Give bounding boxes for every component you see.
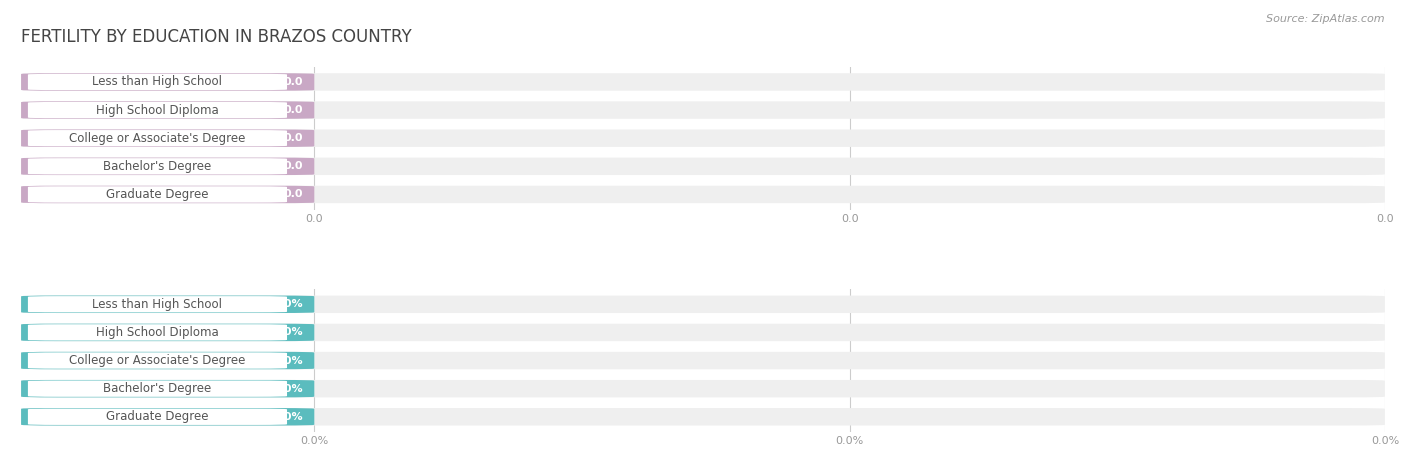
Text: High School Diploma: High School Diploma — [96, 326, 219, 339]
FancyBboxPatch shape — [21, 186, 1385, 203]
FancyBboxPatch shape — [21, 352, 315, 369]
FancyBboxPatch shape — [28, 102, 287, 118]
Text: Graduate Degree: Graduate Degree — [107, 188, 208, 201]
Text: High School Diploma: High School Diploma — [96, 104, 219, 116]
FancyBboxPatch shape — [21, 323, 1385, 341]
Text: Less than High School: Less than High School — [93, 76, 222, 88]
FancyBboxPatch shape — [21, 295, 315, 313]
Text: 0.0: 0.0 — [284, 77, 304, 87]
FancyBboxPatch shape — [28, 158, 287, 174]
FancyBboxPatch shape — [28, 296, 287, 313]
Text: 0.0: 0.0 — [284, 190, 304, 200]
Text: FERTILITY BY EDUCATION IN BRAZOS COUNTRY: FERTILITY BY EDUCATION IN BRAZOS COUNTRY — [21, 28, 412, 47]
Text: Bachelor's Degree: Bachelor's Degree — [104, 160, 211, 173]
FancyBboxPatch shape — [21, 130, 1385, 147]
FancyBboxPatch shape — [21, 408, 1385, 426]
FancyBboxPatch shape — [21, 158, 1385, 175]
FancyBboxPatch shape — [21, 101, 315, 119]
Text: College or Associate's Degree: College or Associate's Degree — [69, 132, 246, 145]
Text: Source: ZipAtlas.com: Source: ZipAtlas.com — [1267, 14, 1385, 24]
FancyBboxPatch shape — [21, 73, 315, 91]
FancyBboxPatch shape — [28, 74, 287, 90]
FancyBboxPatch shape — [21, 186, 315, 203]
FancyBboxPatch shape — [28, 380, 287, 397]
FancyBboxPatch shape — [21, 295, 1385, 313]
Text: 0.0%: 0.0% — [273, 384, 304, 394]
FancyBboxPatch shape — [28, 130, 287, 146]
Text: 0.0%: 0.0% — [273, 327, 304, 337]
Text: 0.0: 0.0 — [284, 162, 304, 171]
FancyBboxPatch shape — [21, 73, 1385, 91]
FancyBboxPatch shape — [21, 158, 315, 175]
Text: 0.0: 0.0 — [284, 105, 304, 115]
Text: 0.0%: 0.0% — [273, 355, 304, 366]
FancyBboxPatch shape — [28, 186, 287, 203]
FancyBboxPatch shape — [21, 380, 315, 398]
FancyBboxPatch shape — [21, 130, 315, 147]
Text: 0.0%: 0.0% — [273, 412, 304, 422]
FancyBboxPatch shape — [21, 352, 1385, 369]
FancyBboxPatch shape — [21, 101, 1385, 119]
FancyBboxPatch shape — [21, 380, 1385, 398]
Text: Less than High School: Less than High School — [93, 298, 222, 311]
Text: 0.0: 0.0 — [284, 133, 304, 143]
FancyBboxPatch shape — [28, 324, 287, 341]
FancyBboxPatch shape — [28, 408, 287, 425]
Text: College or Associate's Degree: College or Associate's Degree — [69, 354, 246, 367]
FancyBboxPatch shape — [21, 323, 315, 341]
FancyBboxPatch shape — [28, 352, 287, 369]
Text: Bachelor's Degree: Bachelor's Degree — [104, 382, 211, 395]
Text: 0.0%: 0.0% — [273, 299, 304, 309]
FancyBboxPatch shape — [21, 408, 315, 426]
Text: Graduate Degree: Graduate Degree — [107, 410, 208, 423]
